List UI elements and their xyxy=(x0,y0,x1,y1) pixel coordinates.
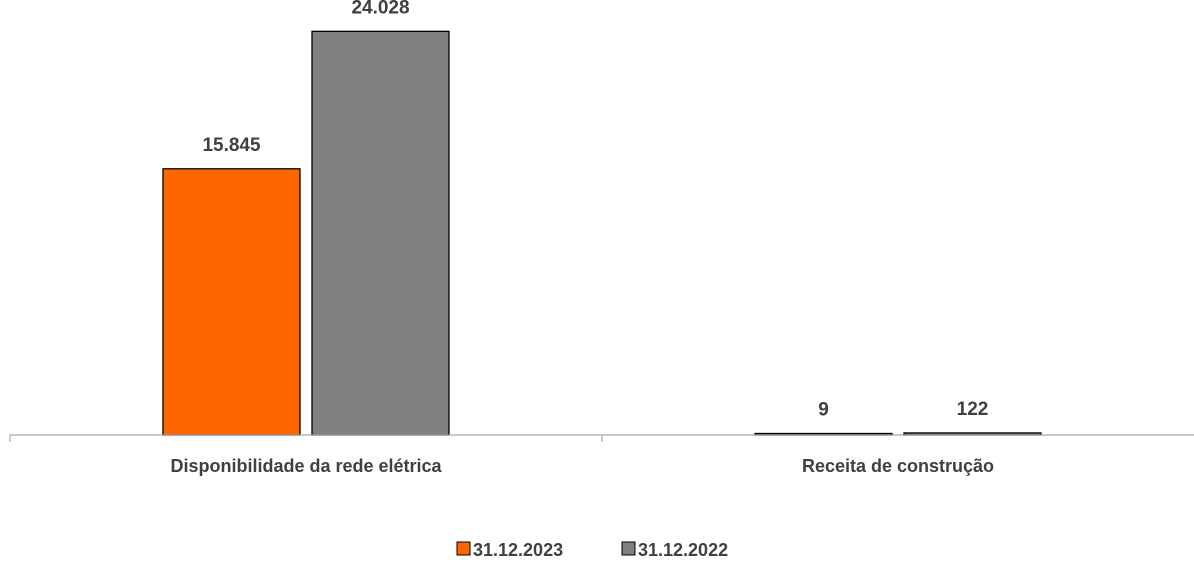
legend-swatch xyxy=(456,541,471,556)
legend: 31.12.2023 31.12.2022 xyxy=(456,540,728,560)
category-labels-layer: Disponibilidade da rede elétrica Receita … xyxy=(170,456,994,476)
data-label: 122 xyxy=(957,399,989,420)
data-labels-layer: 15.845 24.028 9 122 xyxy=(202,0,988,421)
bars-layer xyxy=(162,30,1042,436)
x-axis-ticks xyxy=(9,435,603,442)
data-label: 15.845 xyxy=(202,135,261,156)
legend-swatch xyxy=(621,541,636,556)
bar-series-2 xyxy=(311,30,450,436)
category-label: Disponibilidade da rede elétrica xyxy=(170,456,442,476)
bar-series-1 xyxy=(162,168,301,436)
legend-label: 31.12.2023 xyxy=(473,540,563,560)
data-label: 9 xyxy=(818,400,829,421)
legend-label: 31.12.2022 xyxy=(638,540,728,560)
category-label: Receita de construção xyxy=(802,456,994,476)
data-label: 24.028 xyxy=(351,0,409,18)
